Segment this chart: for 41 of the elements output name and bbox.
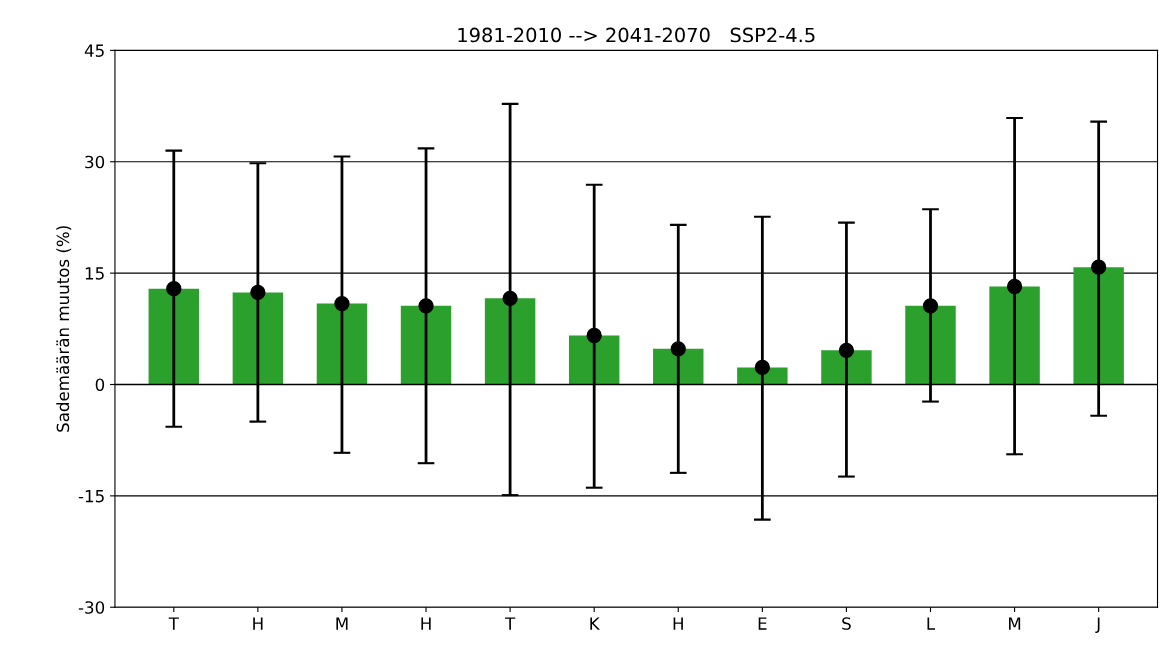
bar [232, 292, 284, 385]
point [418, 298, 434, 314]
y-axis-title: Sademäärän muutos (%) [56, 226, 72, 432]
y-tick-label: 15 [85, 267, 104, 280]
point [586, 327, 602, 344]
x-tick-label: H [421, 617, 431, 630]
x-tick-label: K [590, 617, 600, 630]
bar [484, 298, 536, 385]
point [1091, 259, 1107, 275]
bar [148, 288, 200, 385]
y-tick-label: 0 [95, 378, 105, 392]
y-tick-label: 30 [85, 155, 105, 169]
y-tick-label: -30 [78, 601, 105, 614]
x-tick-label: T [504, 617, 516, 630]
point [334, 295, 350, 312]
point [1006, 278, 1023, 295]
point [166, 281, 182, 297]
bar [905, 305, 956, 385]
x-tick-label: L [927, 617, 936, 630]
bar [989, 286, 1040, 385]
bar [316, 303, 368, 385]
bar [1073, 267, 1124, 385]
x-tick-label: H [253, 617, 263, 630]
x-tick-label: E [758, 617, 767, 630]
y-tick-label: -15 [78, 490, 104, 503]
chart-title: 1981-2010 --> 2041-2070 SSP2-4.5 [458, 27, 815, 43]
y-tick-label: 45 [84, 44, 104, 57]
point [838, 342, 855, 358]
point [250, 284, 266, 301]
point [502, 290, 518, 307]
bar [568, 335, 620, 385]
x-tick-label: S [842, 617, 851, 630]
x-tick-label: M [1009, 617, 1021, 630]
point [754, 359, 770, 376]
x-tick-label: M [336, 617, 348, 630]
point [922, 298, 939, 314]
x-tick-label: H [673, 617, 683, 630]
bar [400, 305, 452, 385]
point [670, 341, 686, 357]
x-tick-label: J [1095, 617, 1100, 633]
x-tick-label: T [168, 617, 179, 630]
